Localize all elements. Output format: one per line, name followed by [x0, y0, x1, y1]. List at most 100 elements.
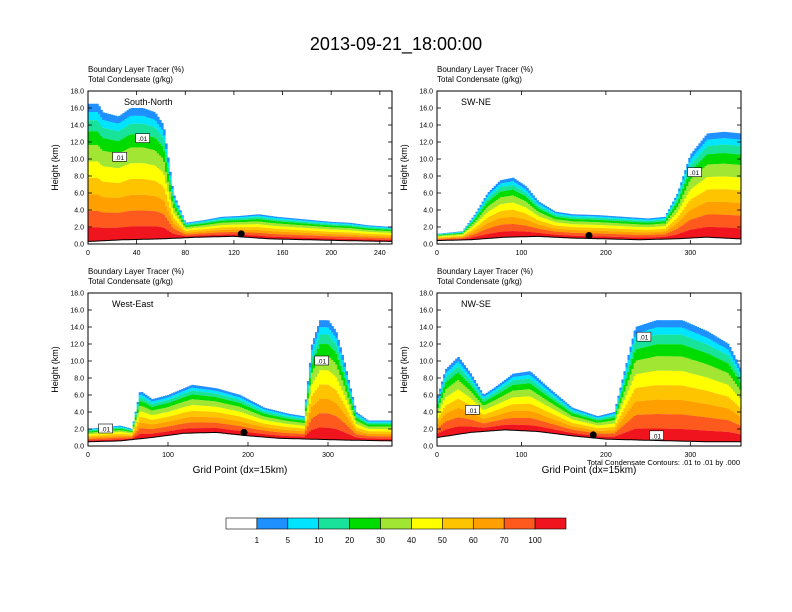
y-axis-label: Height (km) [50, 144, 60, 191]
y-tick-label: 4.0 [423, 410, 433, 417]
y-tick-label: 6.0 [74, 393, 84, 400]
y-tick-label: 12.0 [419, 140, 433, 147]
location-marker [237, 230, 245, 238]
y-tick-label: 8.0 [423, 174, 433, 181]
x-tick-label: 240 [374, 250, 386, 257]
panel-header-line: Total Condensate (g/kg) [437, 75, 522, 84]
x-tick-label: 40 [133, 250, 141, 257]
y-tick-label: 2.0 [74, 427, 84, 434]
x-tick-label: 160 [277, 250, 289, 257]
x-tick-label: 100 [516, 452, 528, 459]
colorbar-label: 50 [438, 536, 447, 545]
contour-label: .01 [135, 133, 151, 143]
tracer-field [88, 103, 392, 244]
y-tick-label: 4.0 [74, 208, 84, 215]
panel-nw-se: .01 .01 .01 0.0 2.0 4.0 6.0 8.0 10.0 12.0 14.0 16.0… [399, 267, 742, 476]
panel-label: SW-NE [461, 97, 491, 107]
location-marker [240, 428, 248, 436]
y-tick-label: 6.0 [74, 191, 84, 198]
y-tick-label: 0.0 [423, 444, 433, 451]
y-tick-label: 2.0 [423, 427, 433, 434]
colorbar-label: 20 [345, 536, 354, 545]
panels: .01 .01 0.0 2.0 4.0 6.0 8.0 10.0 12.0 14.0 16.0 18.… [50, 65, 742, 476]
x-tick-label: 200 [325, 250, 337, 257]
y-tick-label: 4.0 [74, 410, 84, 417]
y-tick-label: 0.0 [74, 242, 84, 249]
colorbar-label: 40 [407, 536, 416, 545]
x-tick-label: 0 [86, 250, 90, 257]
panel-header-line: Total Condensate (g/kg) [437, 277, 522, 286]
panel-header-line: Boundary Layer Tracer (%) [437, 65, 533, 74]
y-tick-label: 8.0 [423, 376, 433, 383]
plot-frame [87, 292, 393, 447]
y-tick-label: 18.0 [70, 291, 84, 298]
svg-text:.01: .01 [690, 170, 699, 177]
plot-frame [436, 90, 742, 245]
colorbar-label: 60 [469, 536, 478, 545]
colorbar-box [380, 517, 412, 530]
y-tick-label: 12.0 [70, 342, 84, 349]
y-tick-label: 14.0 [419, 123, 433, 130]
y-tick-label: 0.0 [423, 242, 433, 249]
panel-header-line: Boundary Layer Tracer (%) [88, 65, 184, 74]
svg-text:.01: .01 [138, 136, 147, 143]
colorbar: 1 5 10 20 30 40 50 60 70 100 [225, 517, 567, 545]
y-tick-label: 0.0 [74, 444, 84, 451]
y-axis-label: Height (km) [50, 346, 60, 393]
panel-label: West-East [112, 299, 154, 309]
terrain-line [437, 429, 741, 443]
y-tick-label: 8.0 [74, 376, 84, 383]
panel-sw-ne: .01 0.0 2.0 4.0 6.0 8.0 10.0 12.0 14.0 16.0 18.0 0 1… [399, 65, 742, 257]
y-tick-label: 14.0 [70, 325, 84, 332]
panel-header-line: Boundary Layer Tracer (%) [88, 267, 184, 276]
colorbar-label: 5 [286, 536, 291, 545]
x-axis-label: Grid Point (dx=15km) [542, 465, 637, 476]
x-tick-label: 100 [516, 250, 528, 257]
location-marker [589, 431, 597, 439]
terrain-line [88, 431, 392, 443]
panel-header-line: Total Condensate (g/kg) [88, 277, 173, 286]
colorbar-box [503, 517, 536, 530]
y-tick-label: 16.0 [419, 308, 433, 315]
contour-label: .01 [636, 331, 652, 342]
y-tick-label: 4.0 [423, 208, 433, 215]
y-axis-label: Height (km) [399, 346, 409, 393]
x-tick-label: 300 [322, 452, 334, 459]
y-tick-label: 10.0 [419, 157, 433, 164]
contour-label: .01 [649, 430, 664, 440]
colorbar-box [287, 517, 320, 530]
colorbar-box [256, 517, 289, 530]
y-tick-label: 12.0 [70, 140, 84, 147]
contour-label: .01 [112, 152, 127, 162]
y-tick-label: 18.0 [419, 89, 433, 96]
x-tick-label: 0 [435, 250, 439, 257]
y-tick-label: 10.0 [70, 157, 84, 164]
colorbar-label: 70 [500, 536, 509, 545]
x-tick-label: 100 [162, 452, 174, 459]
colorbar-label: 100 [528, 536, 542, 545]
colorbar-box [318, 517, 350, 530]
colorbar-label: 10 [314, 536, 323, 545]
panel-label: NW-SE [461, 299, 491, 309]
panel-south-north: .01 .01 0.0 2.0 4.0 6.0 8.0 10.0 12.0 14.0 16.0 18.… [50, 65, 393, 257]
figure-title: 2013-09-21_18:00:00 [310, 34, 482, 55]
y-tick-label: 16.0 [70, 308, 84, 315]
plot-frame [87, 90, 393, 245]
colorbar-box [442, 517, 474, 530]
x-tick-label: 200 [600, 452, 612, 459]
y-tick-label: 2.0 [423, 225, 433, 232]
colorbar-box [225, 517, 258, 530]
x-tick-label: 200 [600, 250, 612, 257]
y-tick-label: 14.0 [70, 123, 84, 130]
contour-label: .01 [687, 167, 702, 177]
x-axis-label: Grid Point (dx=15km) [193, 465, 288, 476]
panel-west-east: .01 .01 0.0 2.0 4.0 6.0 8.0 10.0 12.0 14.0 16.0 18.… [50, 267, 393, 476]
panel-label: South-North [124, 97, 173, 107]
x-tick-label: 200 [242, 452, 254, 459]
tracer-field [88, 320, 392, 446]
y-tick-label: 18.0 [419, 291, 433, 298]
y-tick-label: 16.0 [419, 106, 433, 113]
contour-label: .01 [465, 404, 480, 415]
contour-label: .01 [314, 355, 329, 366]
